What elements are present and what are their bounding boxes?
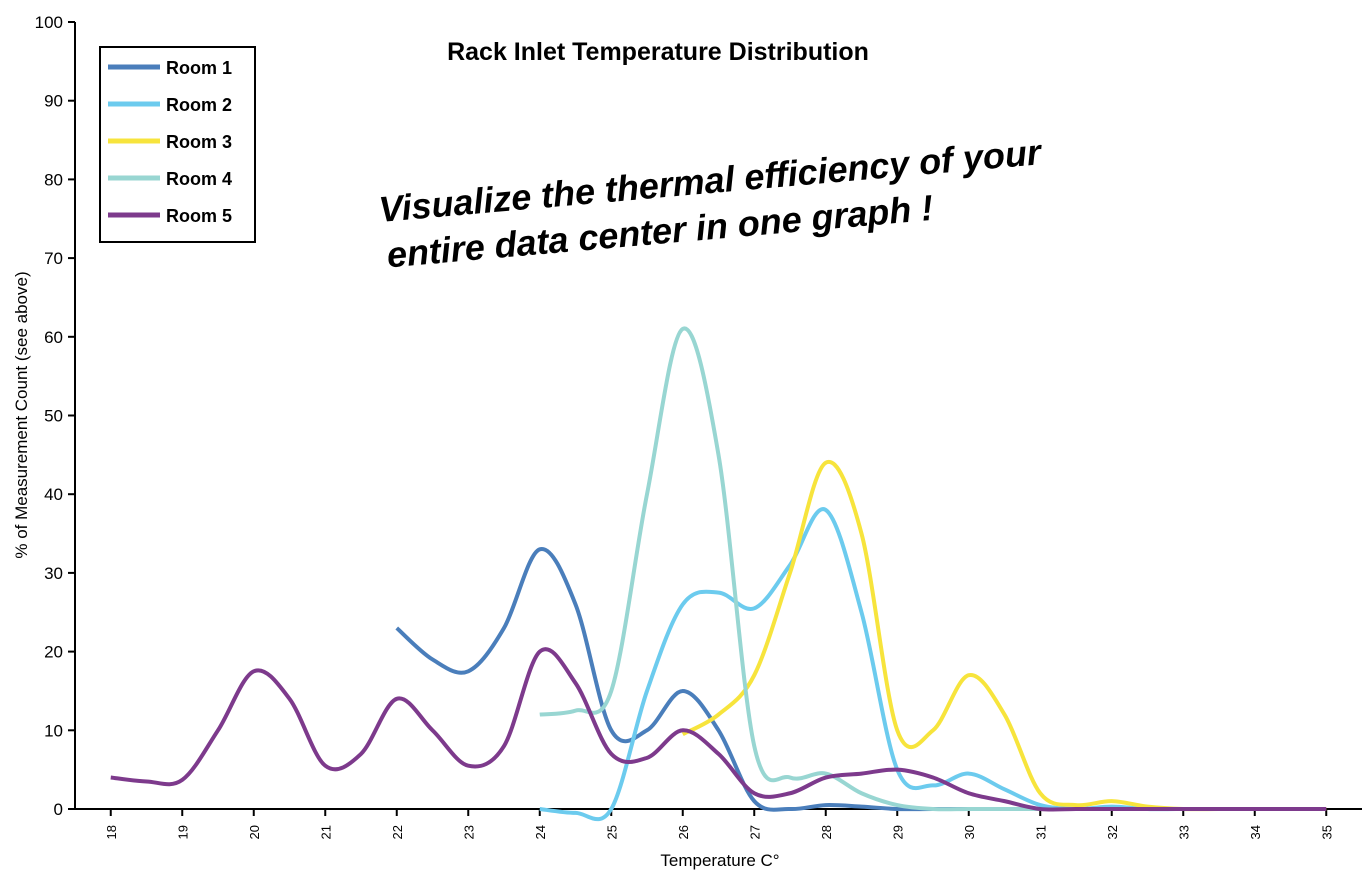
- y-tick-label: 60: [44, 328, 63, 347]
- legend-label: Room 1: [166, 58, 232, 78]
- chart-title: Rack Inlet Temperature Distribution: [447, 38, 869, 66]
- line: [681, 459, 1327, 812]
- y-tick-label: 0: [54, 800, 63, 819]
- legend-label: Room 2: [166, 95, 232, 115]
- annotation: Visualize the thermal efficiency of your…: [377, 131, 1044, 275]
- y-tick-label: 90: [44, 92, 63, 111]
- x-tick-label: 19: [175, 825, 190, 839]
- x-tick-label: 35: [1319, 825, 1334, 839]
- line: [110, 647, 1327, 812]
- y-tick-label: 100: [35, 13, 63, 32]
- y-tick-label: 70: [44, 249, 63, 268]
- x-tick-label: 18: [104, 825, 119, 839]
- x-tick-label: 33: [1176, 825, 1191, 839]
- x-tick-label: 29: [890, 825, 905, 839]
- x-tick-label: 31: [1033, 825, 1048, 839]
- x-tick-label: 24: [533, 825, 548, 839]
- legend-label: Room 3: [166, 132, 232, 152]
- y-tick-label: 40: [44, 485, 63, 504]
- legend-box: [99, 46, 256, 243]
- x-tick-label: 25: [604, 825, 619, 839]
- x-tick-label: 30: [962, 825, 977, 839]
- line: [395, 547, 969, 812]
- x-tick-label: 20: [247, 825, 262, 839]
- y-tick-label: 30: [44, 564, 63, 583]
- x-tick-label: 28: [819, 825, 834, 839]
- x-tick-label: 22: [390, 825, 405, 839]
- x-axis-label: Temperature C°: [660, 851, 779, 870]
- x-tick-label: 21: [318, 825, 333, 839]
- y-axis-label: % of Measurement Count (see above): [12, 271, 31, 558]
- line: [539, 326, 1041, 812]
- legend-label: Room 4: [166, 169, 232, 189]
- y-tick-label: 20: [44, 643, 63, 662]
- x-tick-label: 27: [747, 825, 762, 839]
- x-tick-label: 23: [461, 825, 476, 839]
- y-tick-label: 50: [44, 407, 63, 426]
- x-tick-label: 34: [1248, 825, 1263, 839]
- y-tick-label: 80: [44, 170, 63, 189]
- legend-label: Room 5: [166, 206, 232, 226]
- y-tick-label: 10: [44, 721, 63, 740]
- x-tick-label: 26: [676, 825, 691, 839]
- x-tick-label: 32: [1105, 825, 1120, 839]
